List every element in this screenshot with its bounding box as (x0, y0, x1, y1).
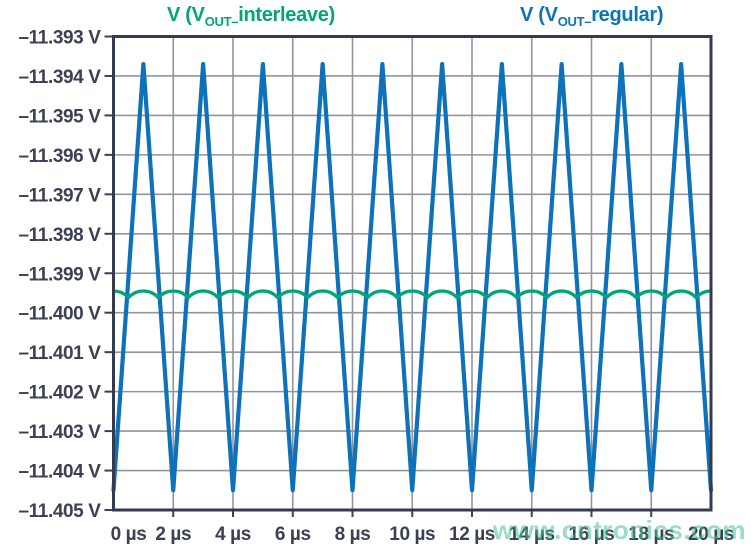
y-tick-label: –11.402 V (19, 383, 102, 404)
gridlines (113, 36, 711, 510)
x-tick-label: 6 µs (275, 524, 311, 545)
x-tick-label: 12 µs (449, 524, 495, 545)
y-tick-label: –11.395 V (19, 106, 102, 127)
x-tick-label: 4 µs (215, 524, 251, 545)
y-tick-labels: –11.393 V –11.394 V –11.395 V –11.396 V –11.… (19, 28, 102, 523)
y-tick-label: –11.401 V (19, 343, 102, 364)
x-tick-label: 14 µs (509, 524, 555, 545)
y-tick-label: –11.400 V (19, 304, 102, 325)
x-tick-label: 2 µs (155, 524, 191, 545)
y-tick-label: –11.404 V (19, 462, 102, 483)
x-tick-label: 10 µs (389, 524, 435, 545)
x-tick-label: 0 µs (111, 524, 147, 545)
y-tick-label: –11.396 V (19, 146, 102, 167)
legend-regular-rest: regular) (591, 4, 664, 26)
legend-interleave: V (VOUT–interleave) (167, 4, 335, 29)
x-tick-label: 18 µs (628, 524, 674, 545)
y-tick-label: –11.403 V (19, 422, 102, 443)
series-regular-line (111, 62, 714, 493)
legend-interleave-prefix: V (V (167, 4, 205, 26)
legend-regular-prefix: V (V (520, 4, 558, 26)
y-tick-label: –11.393 V (19, 28, 102, 49)
x-tick-label: 16 µs (569, 524, 615, 545)
y-tick-label: –11.397 V (19, 185, 102, 206)
y-tick-label: –11.398 V (19, 225, 102, 246)
series-interleave-line (111, 289, 713, 301)
legend-interleave-subscript: OUT– (204, 14, 239, 29)
y-tick-label: –11.399 V (19, 264, 102, 285)
legend-regular: V (VOUT–regular) (520, 4, 664, 29)
x-tick-label: 20 µs (688, 524, 734, 545)
legend-regular-subscript: OUT– (557, 14, 592, 29)
x-tick-labels: 0 µs 2 µs 4 µs 6 µs 8 µs 10 µs 12 µs 14 µs 16 µs… (111, 524, 735, 545)
plot-border (112, 35, 713, 512)
legend-interleave-rest: interleave) (238, 4, 335, 26)
y-tick-label: –11.394 V (19, 67, 102, 88)
x-tick-label: 8 µs (335, 524, 371, 545)
y-tick-label: –11.405 V (19, 501, 102, 522)
